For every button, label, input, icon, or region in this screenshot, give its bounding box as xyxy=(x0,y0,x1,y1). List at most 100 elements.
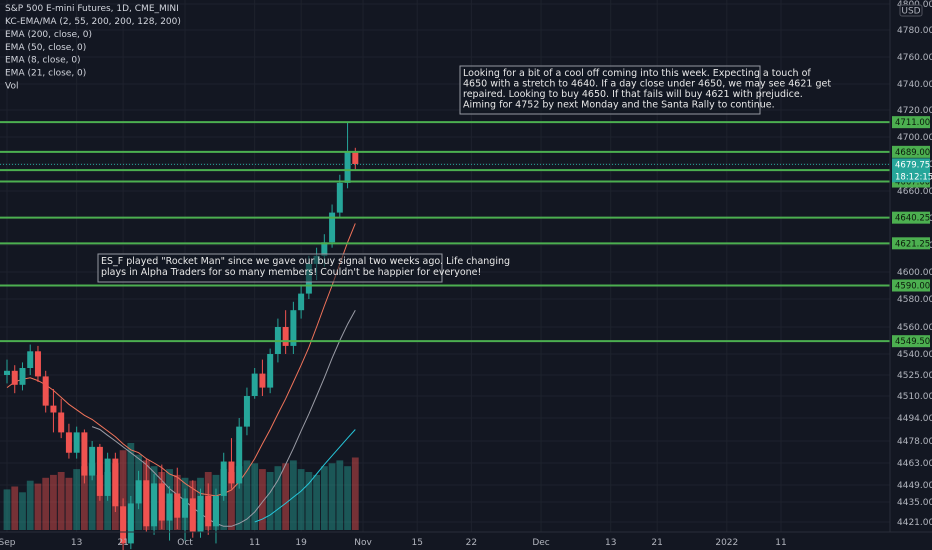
time-tick-label: 19 xyxy=(295,538,307,548)
axis-badges: 4711.004689.004675.504667.004640.254621.… xyxy=(892,116,932,348)
price-tick-label: 4720.00 xyxy=(897,106,932,116)
time-tick-label: 13 xyxy=(71,538,82,548)
candle-body xyxy=(352,151,359,164)
currency-badge-box xyxy=(899,4,923,17)
candle-body xyxy=(259,373,266,388)
candle xyxy=(34,345,41,382)
candle-body xyxy=(321,242,328,256)
candle-body xyxy=(236,426,243,484)
candle xyxy=(27,344,34,375)
candle-body xyxy=(329,212,336,243)
candle-body xyxy=(65,432,72,453)
volume-bar xyxy=(351,457,359,530)
candle-body xyxy=(81,432,88,476)
annotation-frame xyxy=(97,253,443,283)
candle-body xyxy=(220,461,227,496)
price-level-badge xyxy=(892,145,930,158)
candle xyxy=(228,438,235,489)
candle xyxy=(212,488,219,544)
time-tick-label: Dec xyxy=(532,538,549,548)
price-tick-label: 4660.00 xyxy=(897,187,932,197)
candle-body xyxy=(189,498,196,532)
candle-body xyxy=(4,370,10,375)
ema-teal-line xyxy=(254,429,356,523)
volume-bar xyxy=(50,474,57,530)
candle-body xyxy=(89,446,96,476)
time-tick-label: Sep xyxy=(0,538,16,548)
candle xyxy=(81,429,88,484)
annotation-text: repaired. Looking to buy 4650. If that f… xyxy=(463,89,803,100)
candle xyxy=(4,359,10,384)
candle-body xyxy=(27,351,34,368)
time-tick-label: Nov xyxy=(354,538,372,548)
price-level-badge xyxy=(892,116,930,129)
annotation-text: ES_F played "Rocket Man" since we gave o… xyxy=(101,256,510,267)
legend-line: EMA (50, close, 0) xyxy=(5,43,86,53)
candle-body xyxy=(42,376,49,406)
volume-bar xyxy=(336,460,344,530)
candle-body xyxy=(34,351,41,377)
candle-body xyxy=(290,310,297,346)
volume-bar xyxy=(19,492,26,530)
legend-line: EMA (8, close, 0) xyxy=(5,56,81,66)
candle xyxy=(251,368,258,399)
candle xyxy=(112,452,119,512)
annotation-text: 4650 with a stretch to 4640. If a day cl… xyxy=(463,79,831,90)
annotation-box[interactable]: ES_F played "Rocket Man" since we gave o… xyxy=(97,253,510,283)
currency-badge[interactable]: USD xyxy=(899,4,923,17)
candle-body xyxy=(11,370,18,385)
time-axis[interactable]: Sep 13 21 Oct 11 19 Nov 15 22 Dec 13 21 2022 11 xyxy=(0,531,932,548)
price-tick-label: 4510.00 xyxy=(897,392,932,402)
candle xyxy=(120,498,127,550)
volume-bar xyxy=(34,483,42,530)
time-tick-label: 21 xyxy=(651,538,662,548)
candle xyxy=(104,452,111,501)
candle xyxy=(11,365,18,394)
price-level-label: 4640.25 xyxy=(895,214,930,224)
volume-bar xyxy=(127,443,135,530)
price-tick-label: 4580.00 xyxy=(897,295,932,305)
candle-body xyxy=(112,458,119,507)
candle-body xyxy=(228,461,235,484)
price-level-label: 4621.25 xyxy=(895,239,930,249)
annotation-text: Aiming for 4752 by next Monday and the S… xyxy=(463,100,775,111)
volume-bar xyxy=(81,466,88,530)
ema-red-line xyxy=(6,223,356,497)
candle-body xyxy=(166,493,173,521)
volume-bar xyxy=(243,460,251,530)
candle xyxy=(42,370,49,413)
price-tick-label: 4560.00 xyxy=(897,323,932,333)
candle-body xyxy=(73,432,80,453)
candle-body xyxy=(212,495,219,527)
price-tick-label: 4540.00 xyxy=(897,350,932,360)
candle xyxy=(236,418,243,489)
price-tick-label: 4600.00 xyxy=(897,268,932,278)
annotation-text: Looking for a bit of a cool off coming i… xyxy=(463,68,811,79)
candle-body xyxy=(104,458,111,496)
price-tick-label: 4463.00 xyxy=(897,459,932,469)
annotation-box[interactable]: Looking for a bit of a cool off coming i… xyxy=(459,65,831,115)
volume-bar xyxy=(119,450,127,530)
candle xyxy=(197,488,204,538)
volume-bar xyxy=(11,486,19,530)
price-level-label: 4667.00 xyxy=(895,178,930,188)
candle-body xyxy=(298,293,305,311)
candle xyxy=(344,122,351,189)
volume-bar xyxy=(344,466,351,530)
time-tick-label: 15 xyxy=(411,538,422,548)
price-levels[interactable] xyxy=(0,121,890,343)
candle xyxy=(73,426,80,459)
time-tick-label: 13 xyxy=(605,538,616,548)
price-level-label: 4711.00 xyxy=(895,118,930,128)
volume-bar xyxy=(96,474,104,530)
candle xyxy=(127,495,134,550)
candle xyxy=(174,467,181,530)
candle xyxy=(143,458,150,532)
ema-gray-line xyxy=(91,309,356,527)
price-tick-label: 4780.00 xyxy=(897,26,932,36)
annotations[interactable]: Looking for a bit of a cool off coming i… xyxy=(97,65,831,283)
candle xyxy=(259,359,266,396)
volume-bar xyxy=(282,463,290,530)
candle xyxy=(205,483,212,535)
